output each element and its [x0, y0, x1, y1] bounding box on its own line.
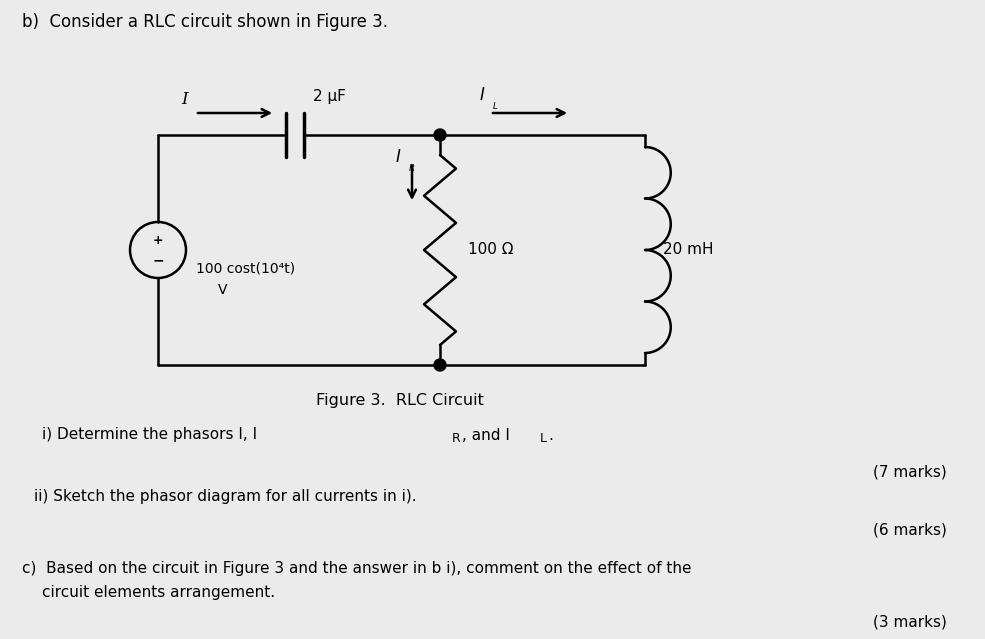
- Circle shape: [434, 359, 446, 371]
- Text: R: R: [452, 433, 461, 445]
- Text: (7 marks): (7 marks): [873, 465, 947, 479]
- Text: circuit elements arrangement.: circuit elements arrangement.: [42, 585, 275, 599]
- Text: $I$: $I$: [479, 86, 486, 104]
- Text: $_L$: $_L$: [492, 98, 498, 111]
- Text: .: .: [548, 427, 553, 442]
- Text: , and I: , and I: [462, 427, 510, 442]
- Text: Figure 3.  RLC Circuit: Figure 3. RLC Circuit: [316, 392, 484, 408]
- Circle shape: [434, 129, 446, 141]
- Text: 100 Ω: 100 Ω: [468, 242, 513, 258]
- Text: 2 μF: 2 μF: [313, 89, 346, 105]
- Text: (6 marks): (6 marks): [873, 523, 947, 537]
- Text: ii) Sketch the phasor diagram for all currents in i).: ii) Sketch the phasor diagram for all cu…: [34, 488, 417, 504]
- Text: V: V: [218, 283, 228, 297]
- Text: I: I: [181, 91, 188, 107]
- Text: (3 marks): (3 marks): [873, 615, 947, 629]
- Text: 100 cost(10⁴t): 100 cost(10⁴t): [196, 261, 296, 275]
- Text: 20 mH: 20 mH: [663, 242, 713, 258]
- Text: −: −: [153, 253, 164, 267]
- Text: $_R$: $_R$: [408, 160, 416, 174]
- Text: $I$: $I$: [395, 148, 401, 166]
- Text: c)  Based on the circuit in Figure 3 and the answer in b i), comment on the effe: c) Based on the circuit in Figure 3 and …: [22, 560, 691, 576]
- Text: +: +: [153, 235, 164, 247]
- Text: L: L: [540, 433, 547, 445]
- Text: i) Determine the phasors I, I: i) Determine the phasors I, I: [42, 427, 257, 442]
- Text: b)  Consider a RLC circuit shown in Figure 3.: b) Consider a RLC circuit shown in Figur…: [22, 13, 388, 31]
